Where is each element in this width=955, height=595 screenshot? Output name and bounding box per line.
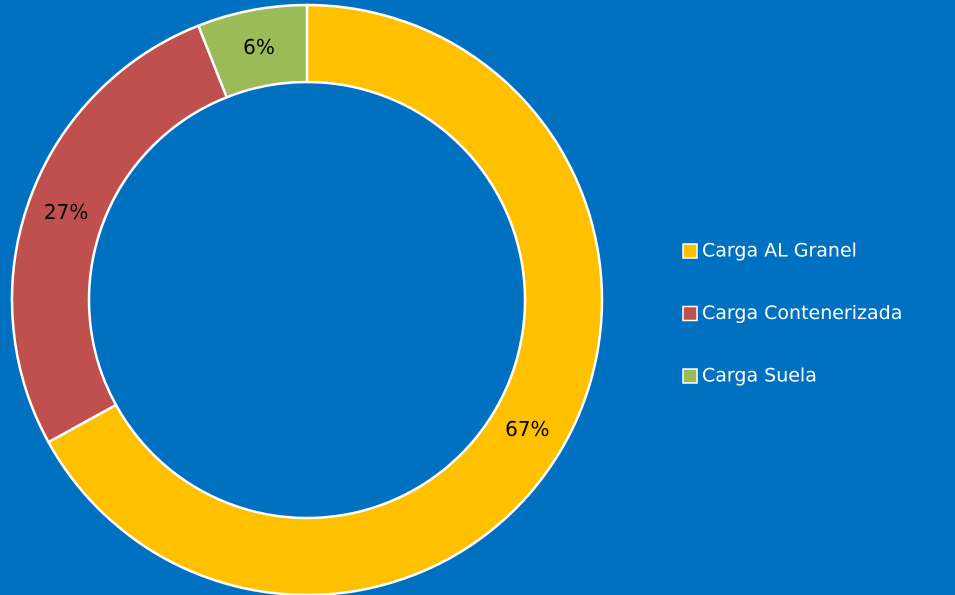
legend-label: Carga AL Granel <box>702 240 857 262</box>
donut-segment <box>196 3 309 99</box>
legend-swatch <box>682 305 698 322</box>
legend-label: Carga Suela <box>702 365 817 387</box>
legend-swatch <box>682 368 698 384</box>
data-label: 67% <box>505 417 549 441</box>
data-label: 27% <box>44 200 88 224</box>
donut-segment <box>46 3 604 595</box>
legend-label: Carga Contenerizada <box>702 302 902 324</box>
data-label: 6% <box>243 35 275 59</box>
legend-swatch <box>682 243 698 259</box>
